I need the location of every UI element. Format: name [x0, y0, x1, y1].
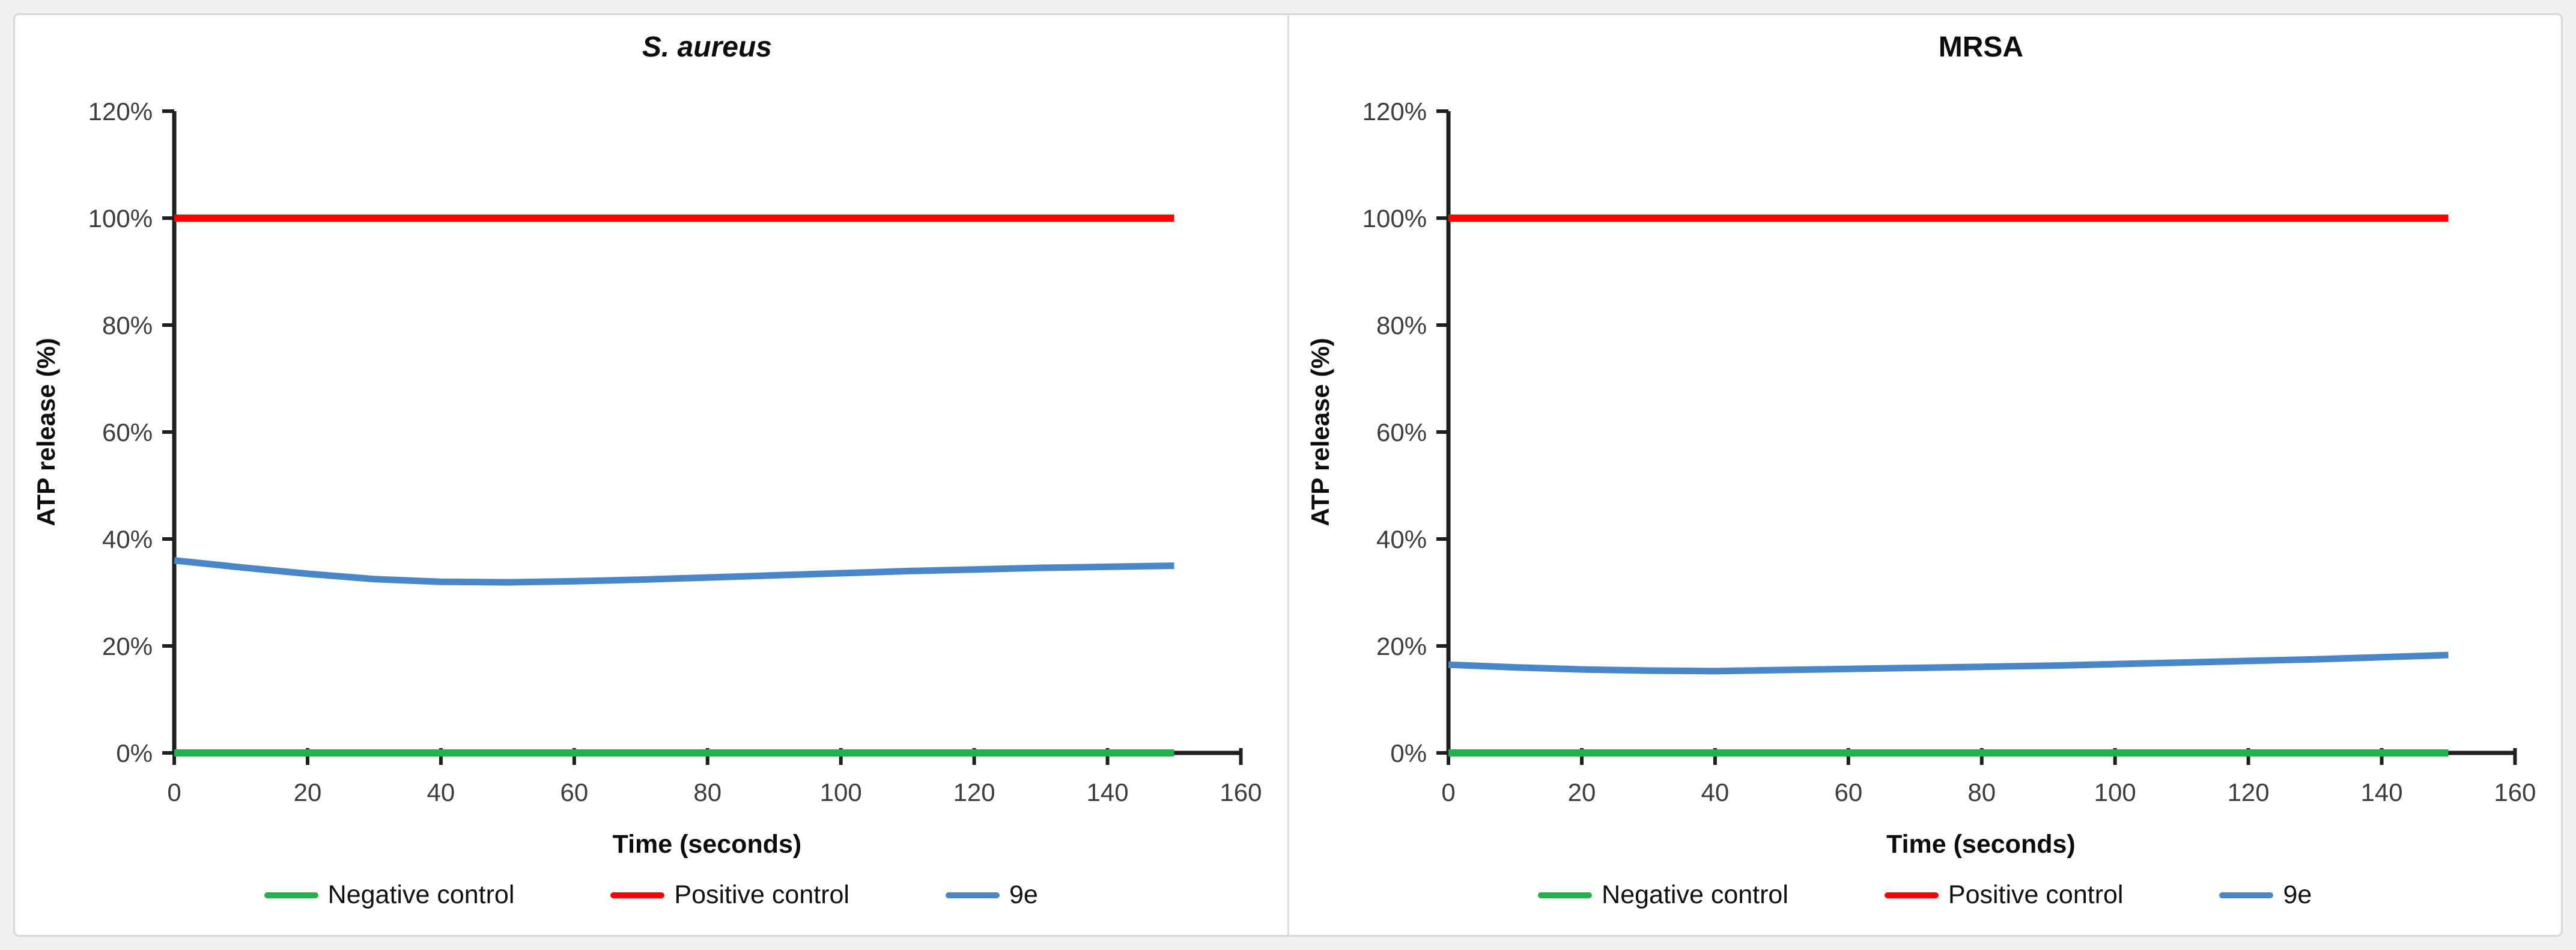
- svg-text:80: 80: [1967, 778, 1996, 806]
- svg-text:60: 60: [1834, 778, 1862, 806]
- chart-plot-area: 0 20 40 60 80 100 120 140 160 0% 20% 40% 60% 80% 100% 1…: [1362, 97, 2536, 806]
- svg-text:140: 140: [1087, 778, 1129, 806]
- svg-text:80%: 80%: [102, 311, 153, 340]
- legend-item-positive-control: Positive control: [1884, 880, 2124, 910]
- svg-text:60: 60: [560, 778, 588, 806]
- svg-text:40: 40: [1701, 778, 1729, 806]
- svg-text:40: 40: [427, 778, 455, 806]
- legend-label: 9e: [2283, 880, 2312, 909]
- svg-text:100: 100: [820, 778, 862, 806]
- chart-panel-mrsa: MRSA ATP release (%) 0 20 40 60 80 100 120 140 1…: [1289, 15, 2562, 935]
- svg-text:160: 160: [1220, 778, 1262, 806]
- svg-text:40%: 40%: [102, 525, 153, 553]
- svg-text:0: 0: [1441, 778, 1455, 806]
- chart-title: MRSA: [1938, 31, 2024, 63]
- legend: Negative control Positive control 9e: [1289, 880, 2562, 910]
- legend-label: Negative control: [1602, 880, 1788, 909]
- svg-text:100%: 100%: [88, 204, 153, 233]
- svg-text:20%: 20%: [102, 632, 153, 660]
- legend-line-swatch-9e: [2219, 892, 2274, 898]
- legend-line-swatch-positive-control: [610, 892, 665, 898]
- svg-text:0: 0: [167, 778, 181, 806]
- panel-divider: [1287, 15, 1289, 935]
- svg-text:160: 160: [2494, 778, 2536, 806]
- legend-line-swatch-negative-control: [1538, 892, 1593, 898]
- svg-text:0%: 0%: [116, 739, 153, 767]
- svg-text:120: 120: [2227, 778, 2269, 806]
- legend-line-swatch-negative-control: [264, 892, 318, 898]
- legend: Negative control Positive control 9e: [15, 880, 1287, 910]
- figure-container: S. aureus ATP release (%) 0 20 40 60 80 100 12…: [13, 13, 2563, 937]
- legend-label: Positive control: [1948, 880, 2124, 909]
- legend-line-swatch-9e: [945, 892, 1000, 898]
- x-axis-title: Time (seconds): [1886, 830, 2076, 859]
- svg-text:40%: 40%: [1376, 525, 1426, 553]
- chart-title: S. aureus: [642, 31, 772, 63]
- legend-item-positive-control: Positive control: [610, 880, 849, 910]
- legend-label: 9e: [1009, 880, 1038, 909]
- legend-item-9e: 9e: [2219, 880, 2312, 910]
- svg-text:120: 120: [953, 778, 995, 806]
- chart-panel-s-aureus: S. aureus ATP release (%) 0 20 40 60 80 100 12…: [15, 15, 1287, 935]
- svg-text:80%: 80%: [1376, 311, 1426, 340]
- svg-text:80: 80: [693, 778, 721, 806]
- legend-label: Negative control: [327, 880, 515, 909]
- svg-text:0%: 0%: [1390, 739, 1427, 767]
- legend-line-swatch-positive-control: [1884, 892, 1939, 898]
- chart-plot-area: 0 20 40 60 80 100 120 140 160 0% 20% 40% 60% 80% 100% 1…: [88, 97, 1262, 806]
- svg-text:140: 140: [2360, 778, 2402, 806]
- svg-text:100: 100: [2094, 778, 2136, 806]
- svg-text:20%: 20%: [1376, 632, 1426, 660]
- svg-text:20: 20: [1567, 778, 1596, 806]
- svg-text:20: 20: [294, 778, 322, 806]
- legend-label: Positive control: [674, 880, 849, 909]
- legend-item-9e: 9e: [945, 880, 1038, 910]
- svg-text:60%: 60%: [102, 418, 153, 446]
- svg-text:100%: 100%: [1362, 204, 1426, 233]
- legend-item-negative-control: Negative control: [1538, 880, 1788, 910]
- svg-text:120%: 120%: [88, 97, 153, 126]
- x-axis-title: Time (seconds): [612, 830, 802, 859]
- svg-text:60%: 60%: [1376, 418, 1426, 446]
- svg-text:120%: 120%: [1362, 97, 1426, 126]
- legend-item-negative-control: Negative control: [264, 880, 515, 910]
